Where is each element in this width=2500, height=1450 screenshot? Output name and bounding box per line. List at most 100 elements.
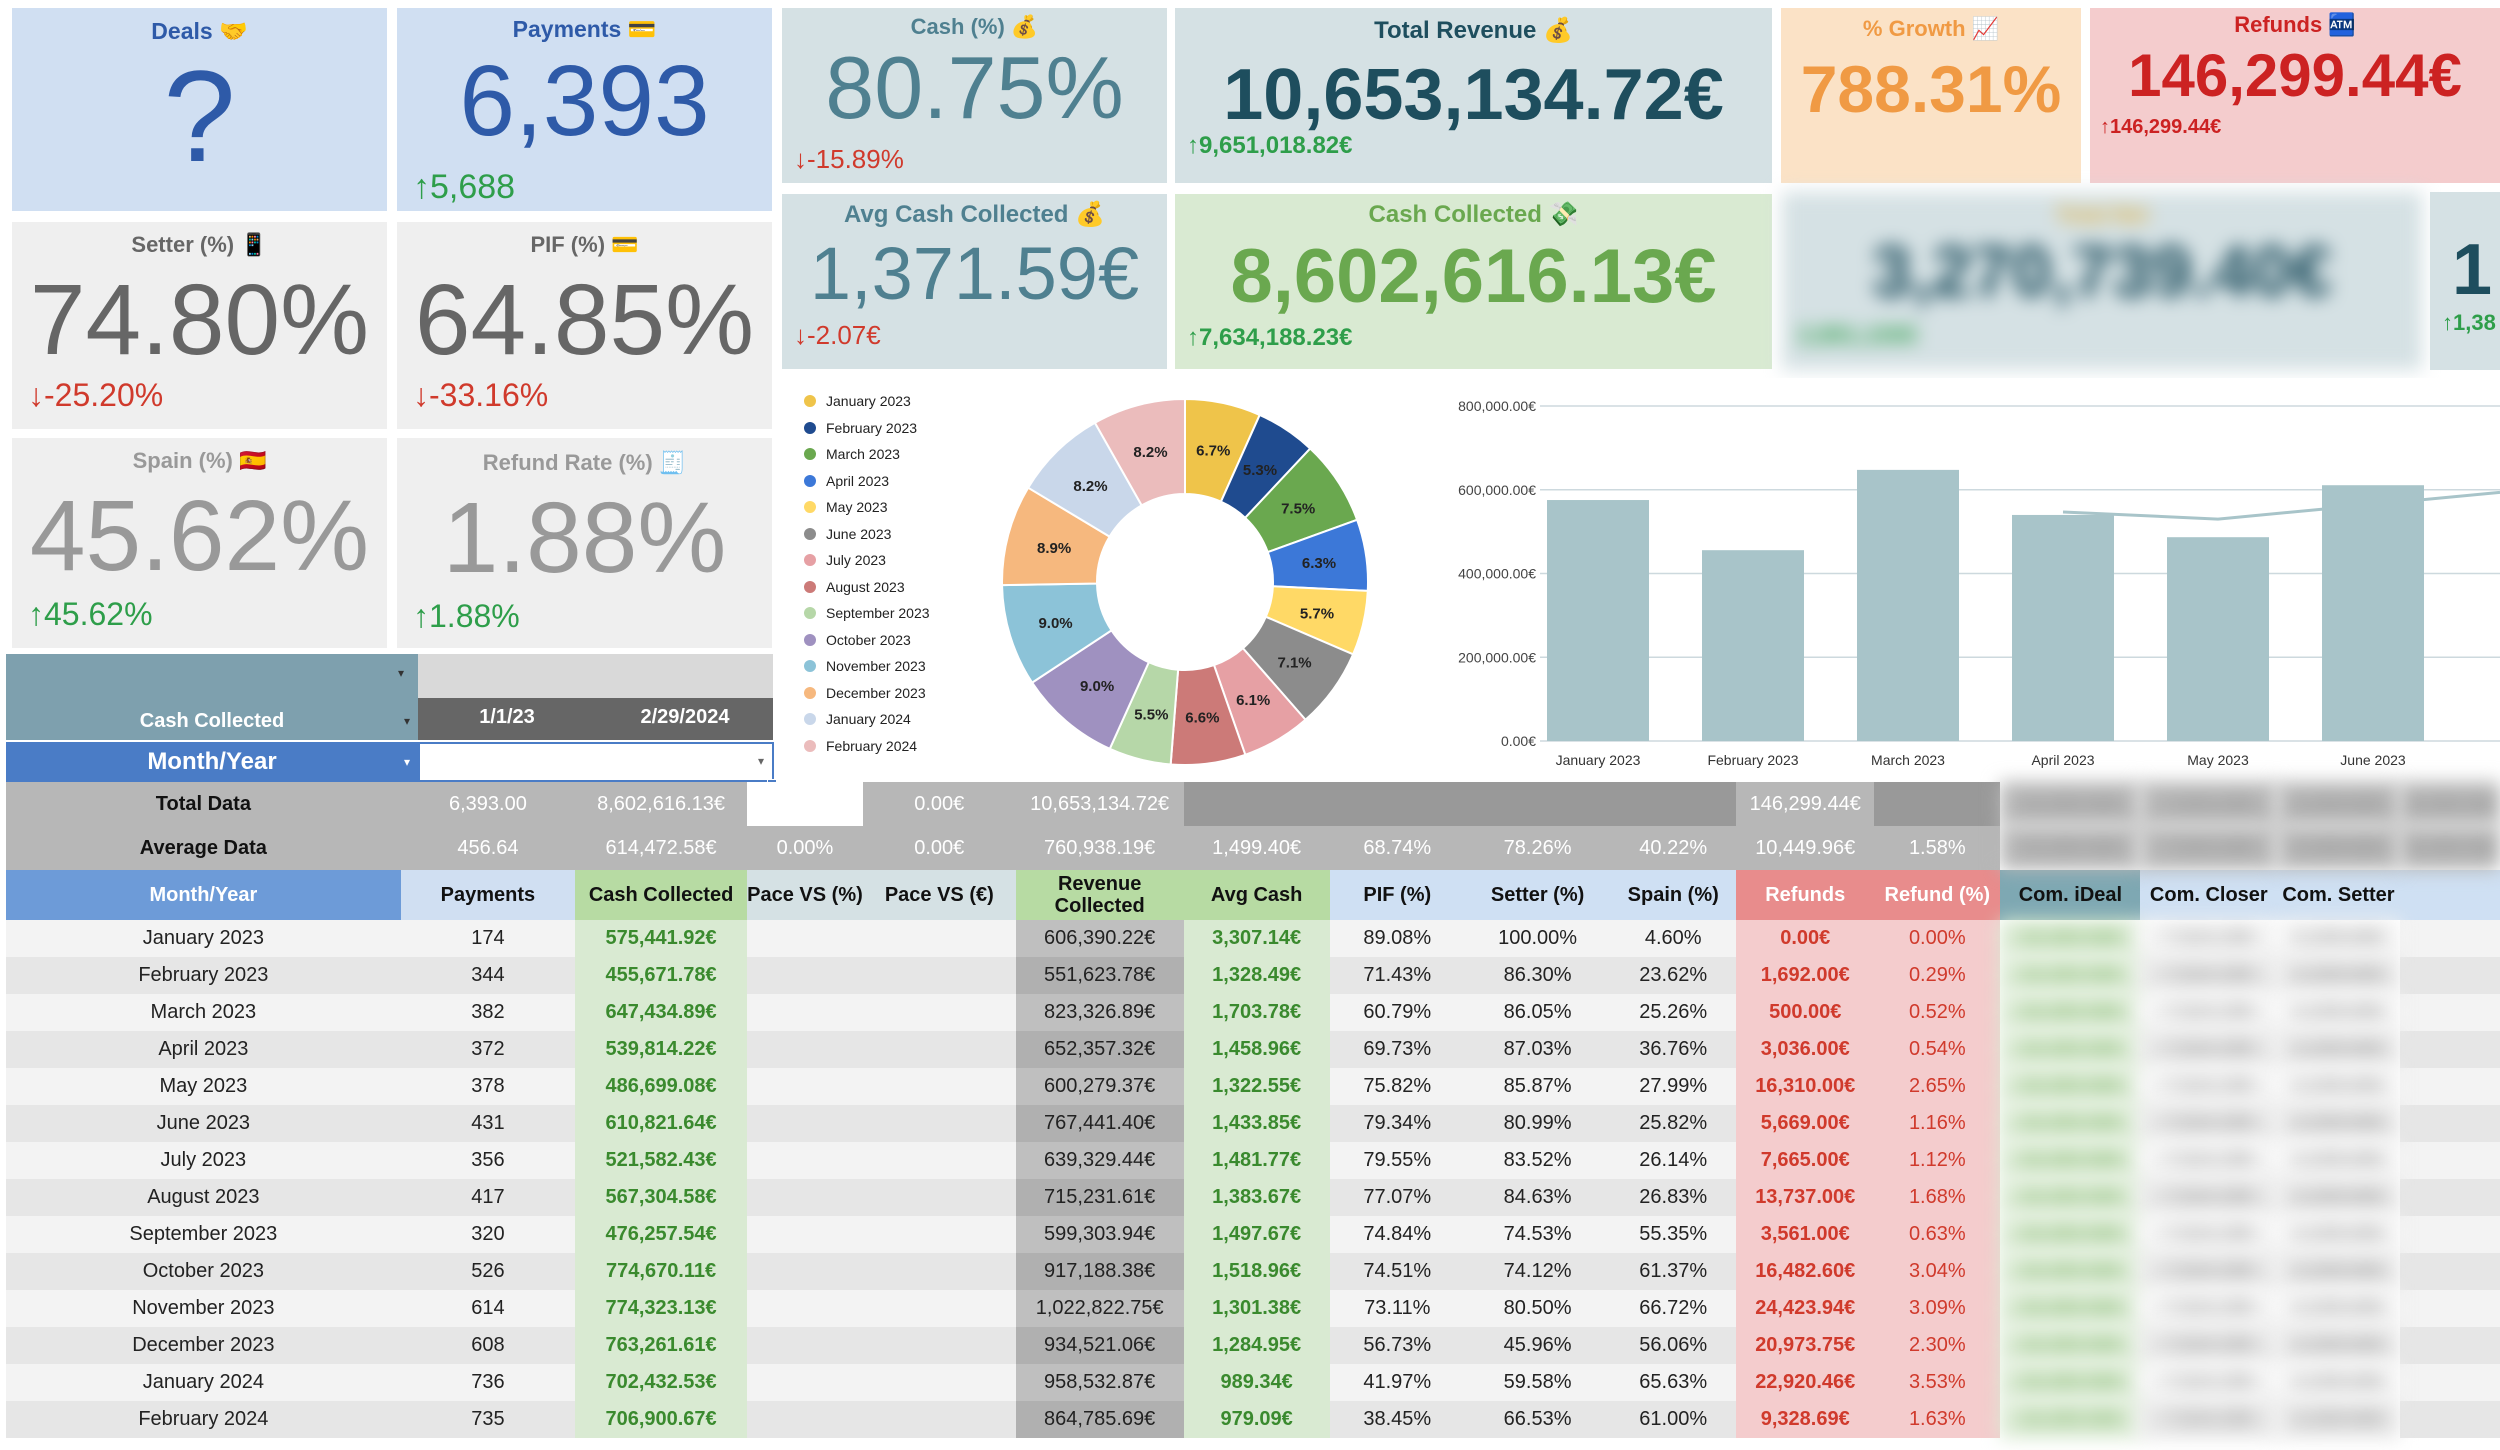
x-tick-label: May 2023 xyxy=(2187,752,2249,768)
pie-slice-label: 8.2% xyxy=(1073,478,1107,495)
table-cell: April 2023 xyxy=(6,1031,401,1068)
table-cell xyxy=(862,1401,1016,1438)
table-cell xyxy=(747,1142,863,1179)
table-cell: 0.54% xyxy=(1874,1031,2001,1068)
table-cell: 75.82% xyxy=(1329,1068,1465,1105)
blurred-cell: 3,209.60€ xyxy=(2277,1327,2400,1364)
table-cell: 0.29% xyxy=(1874,957,2001,994)
legend-swatch xyxy=(804,607,816,619)
date-to[interactable]: 2/29/2024 xyxy=(640,706,730,728)
legend-label: April 2023 xyxy=(826,472,890,489)
legend-swatch xyxy=(804,660,816,672)
pie-slice-label: 9.0% xyxy=(1038,615,1072,632)
kpi-spain-value: 45.62% xyxy=(29,480,370,592)
table-cell: September 2023 xyxy=(6,1216,401,1253)
blurred-cell: 3,209.60€ xyxy=(2277,1290,2400,1327)
table-cell: 60.79% xyxy=(1329,994,1465,1031)
bar xyxy=(2167,537,2269,741)
month-year-filter[interactable]: Month/Year ▾ xyxy=(6,742,418,782)
legend-swatch xyxy=(804,633,816,646)
table-cell xyxy=(862,1327,1016,1364)
blurred-cell: 10,283.50€ xyxy=(2000,994,2141,1031)
cash-collected-filter[interactable]: Cash Collected ▾ xyxy=(6,702,418,740)
legend-label: August 2023 xyxy=(826,578,905,595)
kpi-spain-title: Spain (%) 🇪🇸 xyxy=(132,448,267,473)
table-cell: 1,022,822.75€ xyxy=(1015,1290,1184,1327)
pie-slice xyxy=(1093,397,1186,507)
blurred-cell: 3,209.60€ xyxy=(2277,920,2400,957)
chevron-down-icon: ▾ xyxy=(403,755,410,769)
legend-label: November 2023 xyxy=(826,658,926,674)
bar xyxy=(1702,550,1804,741)
table-cell: November 2023 xyxy=(6,1290,401,1327)
table-cell: 917,188.38€ xyxy=(1015,1253,1184,1290)
month-year-dropdown[interactable]: ▾ xyxy=(418,742,774,782)
pie-legend-item: November 2023 xyxy=(804,658,926,674)
table-cell: 2.65% xyxy=(1874,1068,2001,1105)
pie-slice-label: 7.5% xyxy=(1281,500,1315,517)
blurred-cell: 7,524.20€ xyxy=(2140,1179,2278,1216)
table-cell: 77.07% xyxy=(1329,1179,1465,1216)
table-cell: 702,432.53€ xyxy=(575,1364,748,1401)
table-cell: 0.00€ xyxy=(1736,920,1875,957)
legend-label: December 2023 xyxy=(826,684,926,701)
table-cell xyxy=(2399,1327,2500,1364)
kpi-cash-collected-change: ↑7,634,188.23€ xyxy=(1187,324,1352,352)
arrow-up-icon: ↑ xyxy=(2442,310,2453,335)
kpi-refund-rate-change-value: 1.88% xyxy=(429,598,520,634)
kpi-payments-change-value: 5,688 xyxy=(430,168,516,206)
table-cell: 61.00% xyxy=(1610,1401,1737,1438)
kpi-cash-collected-card: Cash Collected 💸 8,602,616.13€ ↑7,634,18… xyxy=(1175,194,1772,369)
table-cell: 614 xyxy=(400,1290,576,1327)
date-from[interactable]: 1/1/23 xyxy=(479,706,535,728)
bar xyxy=(2012,514,2114,741)
blurred-cell: 10,283.50€ xyxy=(2000,1216,2141,1253)
summary-cell: 0.00% xyxy=(747,826,863,870)
summary-cell: 760,938.19€ xyxy=(1015,826,1184,870)
y-tick-label: 800,000.00€ xyxy=(1458,398,1536,414)
legend-swatch xyxy=(804,395,816,407)
summary-cell: 614,472.58€ xyxy=(575,826,748,870)
bar-chart: 0.00€ 200,000.00€ 400,000.00€ 600,000.00€ 80… xyxy=(1458,398,2500,768)
pie-legend-item: March 2023 xyxy=(804,446,900,462)
cash-collected-filter-label: Cash Collected xyxy=(139,709,285,732)
table-cell: 989.34€ xyxy=(1183,1364,1330,1401)
kpi-avg-cash-change-value: -2.07€ xyxy=(807,320,881,350)
table-cell: 979.09€ xyxy=(1183,1401,1330,1438)
summary-cell xyxy=(1183,782,1330,826)
kpi-total-revenue-title: Total Revenue 💰 xyxy=(1374,17,1573,44)
table-header-row: Month/Year Payments Cash Collected Pace VS … xyxy=(6,870,2500,920)
kpi-refunds-change: ↑146,299.44€ xyxy=(2100,116,2221,139)
chevron-down-icon: ▾ xyxy=(757,754,764,768)
blurred-cell: 3,209.60€ xyxy=(2277,1216,2400,1253)
table-cell: 551,623.78€ xyxy=(1015,957,1184,994)
table-cell: 431 xyxy=(400,1105,576,1142)
blurred-cell: 7,524.20€ xyxy=(2140,1327,2278,1364)
table-cell xyxy=(747,1068,863,1105)
table-cell: 417 xyxy=(400,1179,576,1216)
kpi-total-revenue-card: Total Revenue 💰 10,653,134.72€ ↑9,651,01… xyxy=(1175,8,1772,183)
blurred-cell: 7,524.20€ xyxy=(2140,782,2278,826)
table-cell: 1,692.00€ xyxy=(1736,957,1875,994)
table-cell: 356 xyxy=(400,1142,576,1179)
blurred-cell: 3,209.60€ xyxy=(2277,1031,2400,1068)
y-tick-label: 200,000.00€ xyxy=(1458,649,1536,665)
table-cell: 1,383.67€ xyxy=(1183,1179,1330,1216)
blurred-cell: 10,283.50€ xyxy=(2000,826,2141,870)
kpi-pif-card: PIF (%) 💳 64.85% ↓-33.16% xyxy=(397,222,772,429)
date-range-bar xyxy=(418,698,773,740)
table-cell xyxy=(862,994,1016,1031)
table-cell: 610,821.64€ xyxy=(575,1105,748,1142)
summary-label: Total Data xyxy=(6,782,401,826)
kpi-cash-pct-change: ↓-15.89% xyxy=(794,144,904,175)
dropdown-arrow-icon[interactable]: ▾ xyxy=(398,666,405,680)
table-cell xyxy=(862,1364,1016,1401)
kpi-avg-cash-value: 1,371.59€ xyxy=(809,232,1140,315)
table-row: June 2023 431 610,821.64€ 767,441.40€ 1,433.… xyxy=(6,1105,2500,1142)
arrow-down-icon: ↓ xyxy=(794,320,807,350)
blurred-cell: 3,209.60€ xyxy=(2277,1401,2400,1438)
summary-cell xyxy=(747,782,863,826)
table-cell: February 2023 xyxy=(6,957,401,994)
blurred-cell: 10,283.50€ xyxy=(2399,826,2500,870)
table-row: May 2023 378 486,699.08€ 600,279.37€ 1,322.5… xyxy=(6,1068,2500,1105)
